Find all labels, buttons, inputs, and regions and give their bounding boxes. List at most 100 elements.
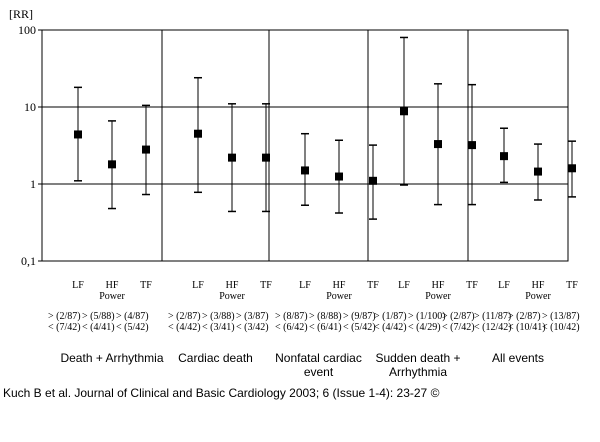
rr-point — [142, 145, 150, 154]
category-label: TF — [140, 280, 152, 291]
category-label: LF — [398, 280, 410, 291]
category-label: LF — [299, 280, 311, 291]
panel-title-line: Cardiac death — [178, 351, 253, 365]
panel-title-line: Sudden death + — [375, 351, 460, 365]
count-line: < (4/42) — [374, 322, 407, 333]
count-label: > (1/100) < (4/29) — [408, 311, 446, 333]
rr-point — [468, 141, 476, 150]
plot-border — [41, 29, 569, 262]
plot-frame — [41, 29, 569, 262]
rr-point — [301, 166, 309, 175]
panel-3 — [301, 132, 377, 220]
error-bar-marks — [74, 36, 576, 220]
count-line: > (1/100) — [408, 311, 446, 322]
panel-title: Sudden death + Arrhythmia — [375, 351, 460, 379]
panel-title: All events — [492, 351, 544, 365]
source-credit: Kuch B et al. Journal of Clinical and Ba… — [3, 386, 440, 400]
count-line: > (3/88) — [202, 311, 235, 322]
count-line: > (2/87) — [168, 311, 201, 322]
count-label: > (8/87) < (6/42) — [275, 311, 308, 333]
panel-title: Death + Arrhythmia — [60, 351, 163, 365]
count-line: < (4/42) — [168, 322, 201, 333]
rr-point — [369, 176, 377, 185]
category-label: LF — [192, 280, 204, 291]
panel-1 — [74, 86, 150, 210]
count-line: < (10/42) — [542, 322, 580, 333]
rr-point — [434, 140, 442, 149]
count-label: > (3/88) < (3/41) — [202, 311, 235, 333]
rr-point — [534, 167, 542, 176]
count-line: > (2/87) — [48, 311, 81, 322]
category-label: TF — [367, 280, 379, 291]
count-line: < (4/41) — [82, 322, 115, 333]
category-label: HF — [226, 280, 239, 291]
count-label: > (1/87) < (4/42) — [374, 311, 407, 333]
count-line: > (11/87) — [474, 311, 511, 322]
count-label: > (11/87) < (12/42) — [474, 311, 512, 333]
count-line: > (8/87) — [275, 311, 308, 322]
count-line: < (6/42) — [275, 322, 308, 333]
rr-point — [228, 153, 236, 162]
count-line: < (3/41) — [202, 322, 235, 333]
count-line: < (12/42) — [474, 322, 512, 333]
count-line: < (3/42) — [236, 322, 269, 333]
category-sublabel: Power — [99, 291, 125, 302]
category-sublabel: Power — [525, 291, 551, 302]
count-label: > (9/87) < (5/42) — [343, 311, 376, 333]
count-line: > (1/87) — [374, 311, 407, 322]
count-line: > (8/88) — [309, 311, 342, 322]
category-label: HF — [333, 280, 346, 291]
count-label: > (2/87) < (10/41) — [508, 311, 546, 333]
count-label: > (4/87) < (5/42) — [116, 311, 149, 333]
rr-point — [108, 160, 116, 169]
count-label: > (5/88) < (4/41) — [82, 311, 115, 333]
count-line: < (6/41) — [309, 322, 342, 333]
y-tick-label: 0,1 — [21, 254, 36, 268]
count-label: > (2/87) < (7/42) — [48, 311, 81, 333]
count-line: < (5/42) — [116, 322, 149, 333]
count-line: < (7/42) — [442, 322, 475, 333]
count-label: > (8/88) < (6/41) — [309, 311, 342, 333]
panel-4 — [400, 36, 476, 206]
count-label: > (2/87) < (4/42) — [168, 311, 201, 333]
panel-title-line: Nonfatal cardiac — [275, 351, 362, 365]
y-tick-label: 1 — [30, 177, 36, 191]
category-sublabel: Power — [219, 291, 245, 302]
panel-title-line: Death + Arrhythmia — [60, 351, 163, 365]
category-label: TF — [260, 280, 272, 291]
category-label: HF — [106, 280, 119, 291]
category-label: HF — [532, 280, 545, 291]
count-label: > (13/87) < (10/42) — [542, 311, 580, 333]
count-line: > (2/87) — [508, 311, 541, 322]
y-tick-label: 100 — [18, 23, 36, 37]
rr-point — [194, 129, 202, 138]
count-line: > (5/88) — [82, 311, 115, 322]
category-label: LF — [72, 280, 84, 291]
category-label: LF — [498, 280, 510, 291]
panel-title-line: Arrhythmia — [389, 365, 447, 379]
panel-title-line: event — [304, 365, 334, 379]
category-label: TF — [566, 280, 578, 291]
count-line: > (4/87) — [116, 311, 149, 322]
count-line: > (3/87) — [236, 311, 269, 322]
panel-5 — [500, 127, 576, 201]
rr-point — [400, 107, 408, 116]
count-line: < (4/29) — [408, 322, 441, 333]
count-line: < (7/42) — [48, 322, 81, 333]
category-label: TF — [466, 280, 478, 291]
count-line: > (9/87) — [343, 311, 376, 322]
count-line: > (13/87) — [542, 311, 580, 322]
rr-point — [500, 152, 508, 161]
panel-2 — [194, 76, 270, 213]
y-axis: [RR] 100 10 1 0,1 — [9, 7, 42, 268]
panel-title-line: All events — [492, 351, 544, 365]
y-axis-label: [RR] — [9, 7, 33, 21]
count-label: > (3/87) < (3/42) — [236, 311, 269, 333]
count-line: > (2/87) — [442, 311, 475, 322]
count-line: < (5/42) — [343, 322, 376, 333]
panel-title: Cardiac death — [178, 351, 253, 365]
count-line: < (10/41) — [508, 322, 546, 333]
category-sublabel: Power — [326, 291, 352, 302]
